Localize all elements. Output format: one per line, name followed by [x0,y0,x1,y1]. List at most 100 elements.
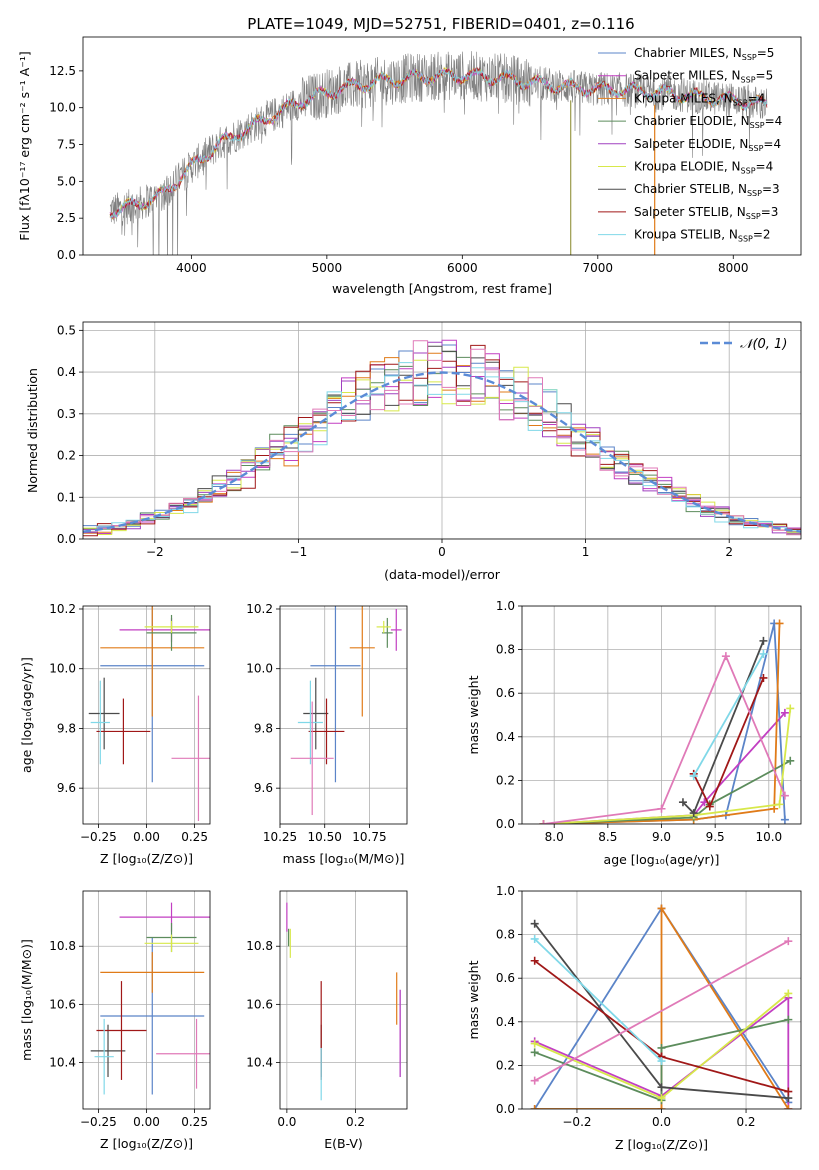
weight-marker [530,1076,539,1085]
x-tick-label: 10.75 [352,830,386,844]
y-tick-label: 10.4 [49,1055,76,1069]
y-tick-label: 1.0 [496,884,515,898]
weight-marker [759,673,768,682]
x-tick-label: 4000 [176,261,207,275]
y-tick-label: 0.4 [496,1015,515,1029]
y-tick-label: 0.8 [496,643,515,657]
y-tick-label: 0.1 [57,490,76,504]
x-axis-label: (data-model)/error [384,567,501,582]
y-tick-label: 10.0 [246,662,273,676]
weight-line [543,760,791,824]
y-tick-label: 10.2 [246,602,273,616]
residual-axes: −2 −1 0 1 2 0.0 0.1 0.2 0.3 0.4 0.5 (data-model)/er… [25,321,802,582]
plot-area [83,891,210,1109]
weight-marker [759,649,768,658]
weight-marker [759,636,768,645]
weight-marker [786,756,795,765]
weight-marker [657,1105,666,1109]
y-tick-label: 10.4 [246,1055,273,1069]
y-tick-label: 1.0 [496,599,515,613]
weight-line [534,938,663,1062]
weight-line [543,708,792,824]
x-tick-label: 1 [582,545,590,559]
observed-spectrum [109,51,768,255]
plot-area [522,606,801,824]
y-tick-label: 0.0 [496,1102,515,1116]
x-tick-label: 0 [438,545,446,559]
weight-marker [721,652,730,661]
weight-marker [657,904,666,913]
weight-marker [784,1015,793,1024]
mass-weight-vs-age-axes: 8.0 8.5 9.0 9.5 10.0 0.0 0.2 0.4 0.6 0.8 1.0 age [l… [466,599,802,867]
y-axis-label: age [log₁₀(age/yr)] [19,657,34,773]
weight-line [534,905,790,1109]
y-tick-label: 0.0 [57,248,76,262]
weight-marker [784,1087,793,1096]
residual-histogram [83,345,801,533]
legend-entry: 𝒩(0, 1) [740,337,787,352]
model-spectrum [109,68,768,219]
residual-histogram [83,359,801,535]
weight-line [543,653,786,824]
age-vs-Z-axes: −0.25 0.00 0.25 9.6 9.8 10.0 10.2 Z [log₁₀(Z/Z⊙… [19,602,211,866]
weight-marker [775,619,784,628]
plot-area [83,322,801,539]
weight-marker [657,1043,666,1052]
plot-area [280,891,407,1109]
y-tick-label: 2.5 [57,211,76,225]
axes-frame [82,36,802,256]
y-tick-label: 0.6 [496,686,515,700]
y-tick-label: 0.4 [496,730,515,744]
axes-frame [82,890,211,1110]
y-tick-label: 0.2 [496,773,515,787]
x-tick-label: 8000 [718,261,749,275]
y-tick-label: 9.6 [254,781,273,795]
weight-line [534,1018,789,1102]
x-tick-label: 8.5 [598,830,617,844]
x-tick-label: −1 [290,545,308,559]
x-tick-label: 0.00 [133,1115,160,1129]
weight-marker [530,1105,539,1109]
weight-marker [784,1105,793,1109]
weight-marker [530,1039,539,1048]
y-tick-label: 0.4 [57,365,76,379]
x-tick-label: 0.25 [181,830,208,844]
x-axis-label: Z [log₁₀(Z/Z⊙)] [615,1137,708,1152]
x-tick-label: 9.0 [652,830,671,844]
spectrum-axes: 4000 5000 6000 7000 8000 0.0 2.5 5.0 7.5 10.0 12.5… [17,36,802,296]
y-tick-label: 0.2 [57,449,76,463]
figure-title: PLATE=1049, MJD=52751, FIBERID=0401, z=0… [247,15,634,33]
legend-entry: Salpeter STELIB, NSSP=3 [634,205,778,221]
y-tick-label: 10.0 [49,662,76,676]
y-tick-label: 0.8 [496,928,515,942]
y-tick-label: 10.6 [246,997,273,1011]
y-tick-label: 0.0 [57,532,76,546]
mass-vs-Z-axes: −0.25 0.00 0.25 10.4 10.6 10.8 Z [log₁₀(Z/Z⊙)]… [19,890,211,1151]
x-tick-label: 0.25 [181,1115,208,1129]
weight-line [534,940,789,1082]
x-tick-label: 0.0 [277,1115,296,1129]
x-axis-label: wavelength [Angstrom, rest frame] [332,281,552,296]
mass-vs-ebv-axes: 0.0 0.2 10.4 10.6 10.8 E(B-V) [246,890,408,1151]
weight-line [543,623,781,824]
y-tick-label: 7.5 [57,138,76,152]
x-tick-label: 10.50 [308,830,342,844]
weight-marker [786,704,795,713]
x-axis-label: E(B-V) [324,1136,363,1151]
y-tick-label: 0.3 [57,407,76,421]
y-tick-label: 0.6 [496,971,515,985]
x-tick-label: 10.25 [263,830,297,844]
y-tick-label: 10.8 [246,939,273,953]
x-tick-label: −0.25 [80,1115,117,1129]
legend-entry: Chabrier MILES, NSSP=5 [634,46,774,62]
mass-weight-vs-Z-axes: −0.2 0.0 0.2 0.0 0.2 0.4 0.6 0.8 1.0 Z [log₁₀(Z/Z… [466,884,802,1152]
weight-marker [689,809,698,818]
weight-marker [780,791,789,800]
y-tick-label: 0.2 [496,1058,515,1072]
weight-marker [530,919,539,928]
y-tick-label: 9.8 [254,721,273,735]
axes-frame [82,321,802,540]
legend-entry: Kroupa ELODIE, NSSP=4 [634,160,773,176]
weight-marker [780,708,789,717]
